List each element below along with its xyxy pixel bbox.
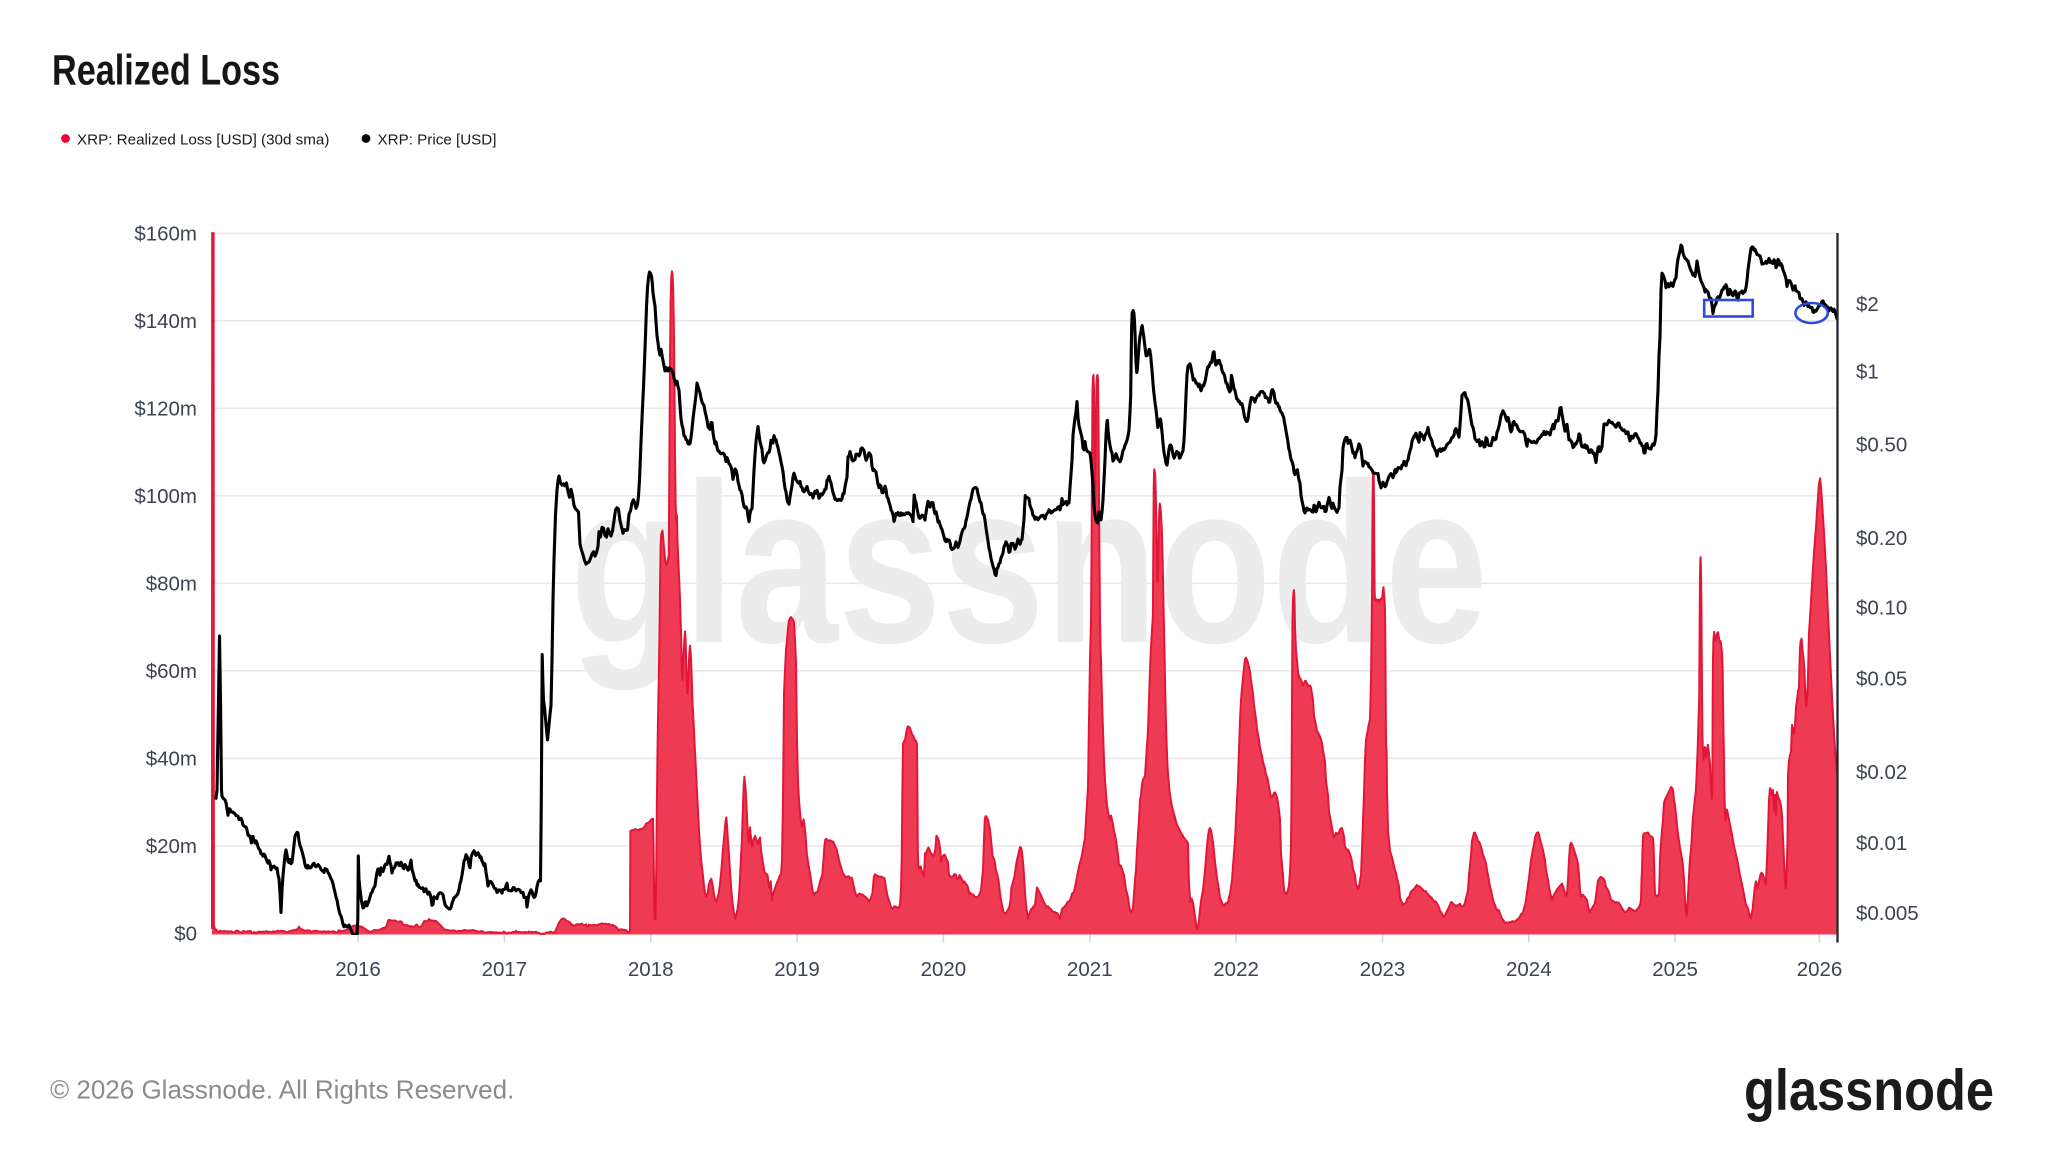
svg-text:glassnode: glassnode bbox=[570, 437, 1488, 691]
svg-text:© 2026 Glassnode. All Rights R: © 2026 Glassnode. All Rights Reserved. bbox=[50, 1075, 514, 1105]
svg-text:$1: $1 bbox=[1856, 361, 1879, 384]
svg-text:2026: 2026 bbox=[1797, 958, 1843, 981]
svg-text:2022: 2022 bbox=[1213, 958, 1259, 981]
svg-text:$100m: $100m bbox=[134, 485, 197, 508]
svg-text:2017: 2017 bbox=[482, 958, 528, 981]
svg-text:glassnode: glassnode bbox=[1744, 1059, 1994, 1123]
svg-text:$0.10: $0.10 bbox=[1856, 597, 1907, 620]
svg-text:$60m: $60m bbox=[146, 660, 197, 683]
svg-text:$120m: $120m bbox=[134, 397, 197, 420]
svg-text:$40m: $40m bbox=[146, 747, 197, 770]
svg-text:2023: 2023 bbox=[1360, 958, 1406, 981]
svg-text:$0.50: $0.50 bbox=[1856, 433, 1907, 456]
svg-text:2018: 2018 bbox=[628, 958, 674, 981]
svg-text:$0.20: $0.20 bbox=[1856, 527, 1907, 550]
svg-text:$0.05: $0.05 bbox=[1856, 668, 1907, 691]
svg-text:$0: $0 bbox=[174, 922, 197, 945]
svg-text:$140m: $140m bbox=[134, 310, 197, 333]
svg-text:$0.01: $0.01 bbox=[1856, 832, 1907, 855]
svg-text:2020: 2020 bbox=[921, 958, 967, 981]
svg-text:$20m: $20m bbox=[146, 835, 197, 858]
svg-text:2019: 2019 bbox=[774, 958, 820, 981]
svg-text:2025: 2025 bbox=[1652, 958, 1698, 981]
svg-text:$80m: $80m bbox=[146, 572, 197, 595]
svg-text:XRP: Price [USD]: XRP: Price [USD] bbox=[378, 132, 497, 149]
svg-text:2016: 2016 bbox=[335, 958, 381, 981]
svg-text:2024: 2024 bbox=[1506, 958, 1552, 981]
svg-text:$2: $2 bbox=[1856, 293, 1879, 316]
svg-text:$160m: $160m bbox=[134, 222, 197, 245]
svg-text:$0.02: $0.02 bbox=[1856, 761, 1907, 784]
svg-text:XRP: Realized Loss [USD] (30d: XRP: Realized Loss [USD] (30d sma) bbox=[77, 132, 329, 149]
svg-text:2021: 2021 bbox=[1067, 958, 1113, 981]
svg-text:Realized Loss: Realized Loss bbox=[52, 47, 280, 95]
svg-text:$0.005: $0.005 bbox=[1856, 902, 1919, 925]
